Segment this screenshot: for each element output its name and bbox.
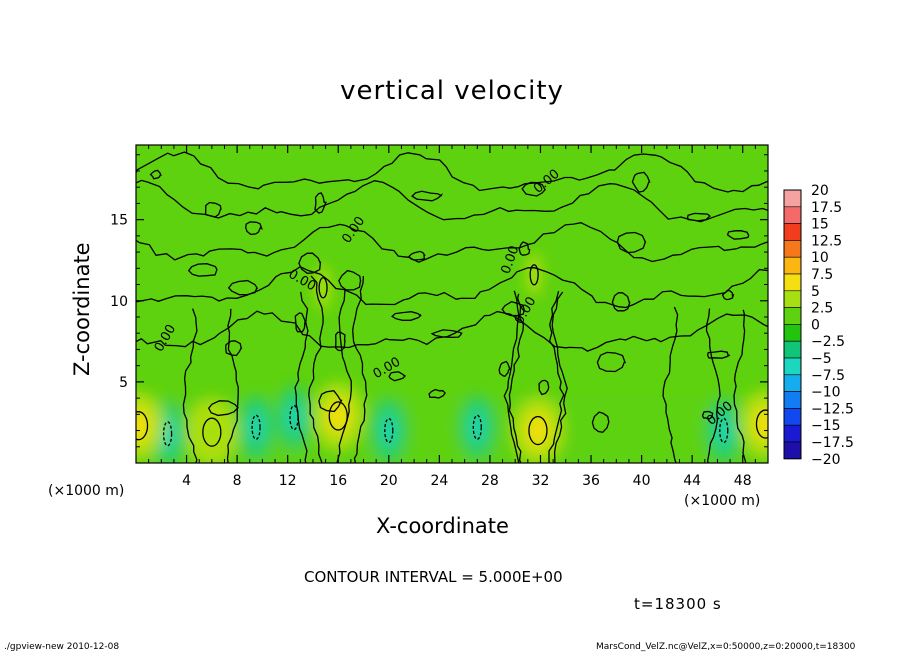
x-tick-label: 12 <box>279 473 297 489</box>
x-tick-label: 20 <box>380 473 398 489</box>
x-tick-label: 24 <box>430 473 448 489</box>
colorbar-label: 12.5 <box>811 233 842 249</box>
colorbar-band <box>784 392 801 409</box>
colorbar-band <box>784 425 801 442</box>
colorbar-label: 5 <box>811 284 820 300</box>
colorbar-label: −15 <box>811 418 841 434</box>
colorbar-band <box>784 308 801 325</box>
colorbar-label: −5 <box>811 351 832 367</box>
colorbar-band <box>784 442 801 459</box>
colorbar-label: 15 <box>811 217 829 233</box>
downdraft-core-3 <box>470 411 484 443</box>
colorbar-band <box>784 324 801 341</box>
time-label: t=18300 s <box>634 595 722 613</box>
colorbar: 2017.51512.5107.552.50−2.5−5−7.5−10−12.5… <box>784 183 854 468</box>
y-tick-label: 15 <box>110 213 128 229</box>
x-axis-label: X-coordinate <box>376 514 509 538</box>
downdraft-core-5 <box>382 415 396 447</box>
x-tick-label: 36 <box>582 473 600 489</box>
colorbar-label: 0 <box>811 317 820 333</box>
colorbar-label: −10 <box>811 385 841 401</box>
y-tick-label: 5 <box>119 375 128 391</box>
colorbar-band <box>784 358 801 375</box>
x-tick-label: 40 <box>633 473 651 489</box>
x-tick-label: 4 <box>182 473 191 489</box>
colorbar-band <box>784 240 801 257</box>
colorbar-band <box>784 224 801 241</box>
colorbar-band <box>784 375 801 392</box>
footer-source: MarsCond_VelZ.nc@VelZ,x=0:50000,z=0:2000… <box>596 642 855 652</box>
downdraft-core-2 <box>287 402 301 434</box>
colorbar-label: −20 <box>811 452 841 468</box>
colorbar-band <box>784 207 801 224</box>
colorbar-label: −7.5 <box>811 368 845 384</box>
colorbar-band <box>784 291 801 308</box>
x-tick-label: 16 <box>329 473 347 489</box>
y-axis-label: Z-coordinate <box>70 242 94 376</box>
colorbar-band <box>784 274 801 291</box>
x-tick-label: 32 <box>532 473 550 489</box>
x-tick-label: 28 <box>481 473 499 489</box>
colorbar-label: 17.5 <box>811 200 842 216</box>
colorbar-label: 10 <box>811 250 829 266</box>
colorbar-label: −12.5 <box>811 401 854 417</box>
colorbar-label: 20 <box>811 183 829 199</box>
x-tick-label: 8 <box>233 473 242 489</box>
colorbar-band <box>784 257 801 274</box>
x-unit-label-right: (×1000 m) <box>684 493 760 509</box>
x-unit-label-left: (×1000 m) <box>48 483 124 499</box>
colorbar-label: −2.5 <box>811 334 845 350</box>
x-tick-label: 44 <box>683 473 701 489</box>
colorbar-band <box>784 408 801 425</box>
colorbar-band <box>784 190 801 207</box>
x-tick-label: 48 <box>734 473 752 489</box>
contour-interval-label: CONTOUR INTERVAL = 5.000E+00 <box>304 568 563 586</box>
footer-program: ./gpview-new 2010-12-08 <box>4 642 119 652</box>
colorbar-label: −17.5 <box>811 435 854 451</box>
y-tick-label: 10 <box>110 294 128 310</box>
colorbar-label: 2.5 <box>811 301 833 317</box>
colorbar-band <box>784 341 801 358</box>
downdraft-core-1 <box>249 411 263 443</box>
colorbar-label: 7.5 <box>811 267 833 283</box>
